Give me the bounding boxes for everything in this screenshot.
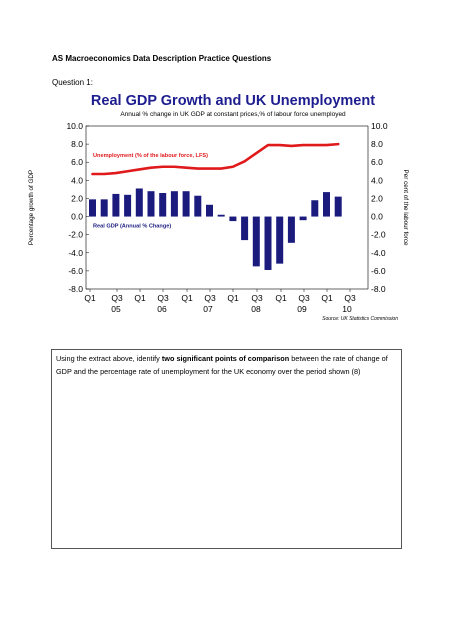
y-tick-label-left: -8.0 — [68, 284, 83, 294]
y-tick-label-right: 4.0 — [371, 175, 383, 185]
x-quarter-label: Q1 — [181, 293, 193, 303]
x-quarter-label: Q1 — [227, 293, 239, 303]
y-tick-label-right: 10.0 — [371, 121, 388, 131]
gdp-bar — [229, 216, 237, 222]
y-tick-label-right: 2.0 — [371, 193, 383, 203]
gdp-bar — [334, 196, 342, 217]
y-tick-label-left: -4.0 — [68, 248, 83, 258]
gdp-bar — [124, 194, 132, 217]
x-quarter-label: Q3 — [344, 293, 356, 303]
gdp-bar — [147, 191, 155, 217]
unemployment-line — [91, 142, 340, 176]
gdp-bar — [264, 216, 272, 270]
gdp-bar — [252, 216, 260, 267]
y-tick-label-right: 6.0 — [371, 157, 383, 167]
gdp-bar — [89, 199, 96, 217]
unemployment-series-label: Unemployment (% of the labour force, LFS… — [93, 153, 208, 159]
y-tick-label-left: -2.0 — [68, 230, 83, 240]
question-text-post: between the rate of change of GDP and th… — [56, 354, 388, 376]
y-tick-label-right: 0.0 — [371, 212, 383, 222]
y-tick-label-right: 8.0 — [371, 139, 383, 149]
x-quarter-label: Q3 — [111, 293, 123, 303]
gdp-bar — [100, 199, 108, 217]
gdp-bar — [135, 188, 143, 217]
x-quarter-label: Q3 — [298, 293, 310, 303]
plot-frame — [85, 125, 369, 290]
chart-subtitle: Annual % change in UK GDP at constant pr… — [120, 111, 346, 118]
x-quarter-label: Q1 — [84, 293, 96, 303]
chart-source: Source: UK Statistics Commission — [322, 316, 398, 322]
gdp-bar — [182, 191, 190, 217]
question-text: Using the extract above, identify two si… — [56, 352, 398, 378]
gdp-bar — [206, 204, 213, 217]
x-year-label: 07 — [203, 304, 213, 314]
gdp-bar — [276, 216, 284, 264]
question-label: Question 1: — [52, 78, 93, 87]
x-year-label: 09 — [297, 304, 307, 314]
gdp-bar — [323, 192, 330, 217]
x-quarter-label: Q1 — [275, 293, 287, 303]
y-tick-label-left: 8.0 — [71, 139, 83, 149]
answer-box[interactable] — [51, 349, 402, 549]
x-quarter-label: Q3 — [157, 293, 169, 303]
x-quarter-label: Q3 — [204, 293, 216, 303]
gdp-bar — [241, 216, 249, 241]
y-axis-title-left: Percentage growth of GDP — [28, 170, 35, 245]
gdp-bar — [170, 191, 178, 217]
y-axis-title-right: Per cent of the labour force — [402, 170, 409, 246]
gdp-bar — [311, 200, 319, 217]
x-year-label: 08 — [251, 304, 261, 314]
gdp-bar — [194, 195, 202, 217]
question-text-pre: Using the extract above, identify — [56, 354, 162, 363]
gdp-bar — [299, 216, 307, 221]
y-tick-label-left: 2.0 — [71, 193, 83, 203]
gdp-bar — [112, 193, 120, 217]
x-year-label: 05 — [111, 304, 121, 314]
question-text-bold: two significant points of comparison — [161, 354, 290, 363]
x-quarter-label: Q3 — [251, 293, 263, 303]
gdp-bar — [217, 214, 225, 217]
document-title: AS Macroeconomics Data Description Pract… — [52, 54, 272, 63]
y-tick-label-right: -4.0 — [371, 248, 386, 258]
x-quarter-label: Q1 — [134, 293, 146, 303]
y-tick-label-left: -6.0 — [68, 266, 83, 276]
gdp-bar — [159, 193, 167, 217]
y-tick-label-left: 4.0 — [71, 175, 83, 185]
y-tick-label-left: 10.0 — [66, 121, 83, 131]
gdp-series-label: Real GDP (Annual % Change) — [93, 224, 171, 230]
y-tick-label-right: -2.0 — [371, 230, 386, 240]
y-tick-label-left: 0.0 — [71, 212, 83, 222]
x-year-label: 06 — [157, 304, 167, 314]
y-tick-label-left: 6.0 — [71, 157, 83, 167]
y-tick-label-right: -8.0 — [371, 284, 386, 294]
chart-title: Real GDP Growth and UK Unemployment — [90, 93, 376, 109]
x-quarter-label: Q1 — [321, 293, 333, 303]
y-tick-label-right: -6.0 — [371, 266, 386, 276]
x-year-label: 10 — [342, 304, 352, 314]
gdp-bar — [287, 216, 295, 243]
